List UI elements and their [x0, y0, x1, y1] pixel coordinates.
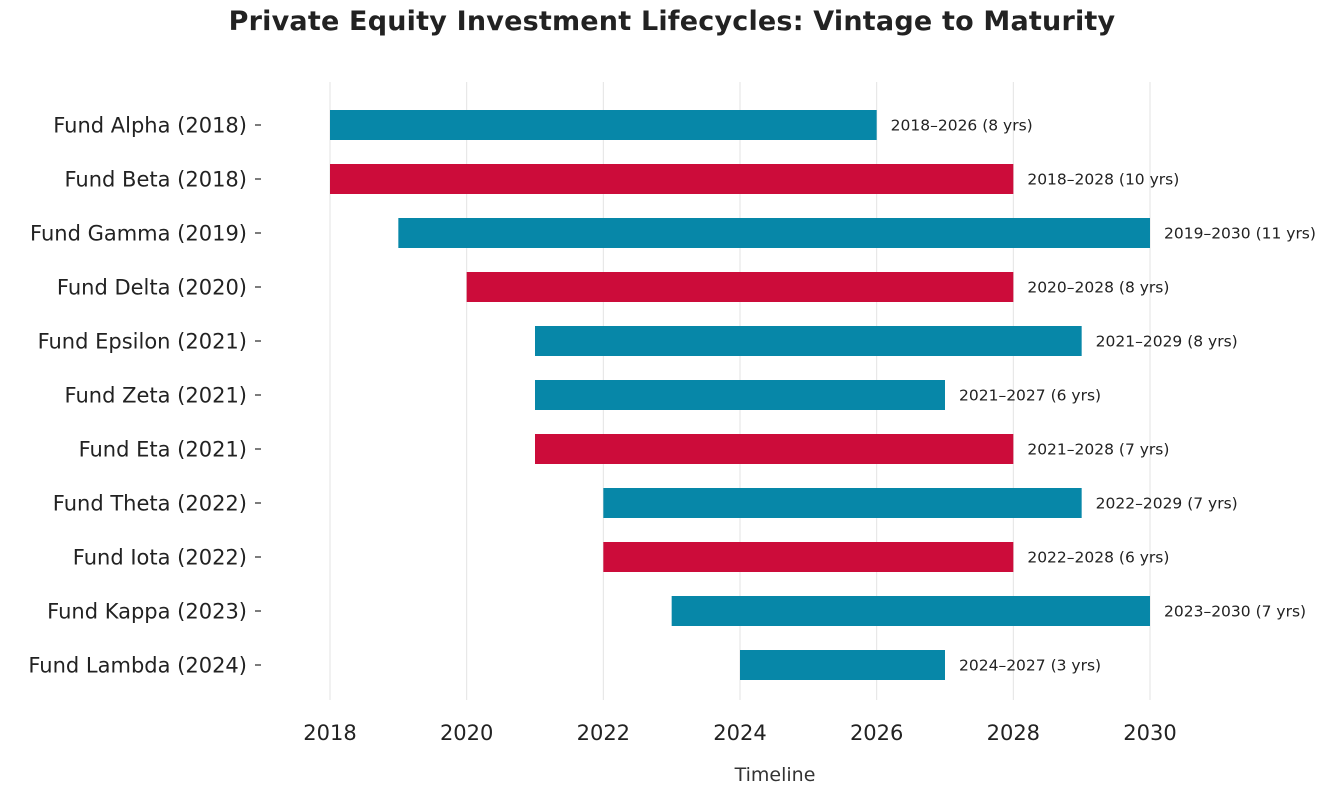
bar-label: 2023–2030 (7 yrs) [1164, 603, 1306, 621]
x-tick-label: 2022 [577, 721, 630, 745]
chart-title: Private Equity Investment Lifecycles: Vi… [228, 6, 1116, 37]
y-axis-label: Fund Delta (2020) [57, 276, 247, 300]
bar [740, 650, 945, 680]
y-axis-labels: Fund Alpha (2018) Fund Beta (2018) Fund Ga… [28, 114, 261, 678]
bar [398, 218, 1150, 248]
bar-label: 2020–2028 (8 yrs) [1027, 279, 1169, 297]
bar-label: 2018–2026 (8 yrs) [891, 117, 1033, 135]
bar-label: 2021–2027 (6 yrs) [959, 387, 1101, 405]
x-axis-label: Timeline [734, 764, 816, 786]
x-tick-label: 2028 [987, 721, 1040, 745]
bar-label: 2019–2030 (11 yrs) [1164, 225, 1316, 243]
bar [603, 542, 1014, 572]
bar [535, 326, 1082, 356]
bar-label: 2022–2029 (7 yrs) [1096, 495, 1238, 513]
bar [466, 272, 1014, 302]
x-tick-label: 2030 [1123, 721, 1176, 745]
y-axis-label: Fund Eta (2021) [79, 438, 247, 462]
bar [330, 110, 877, 140]
y-axis-label: Fund Iota (2022) [73, 546, 247, 570]
y-axis-label: Fund Lambda (2024) [28, 654, 247, 678]
y-axis-label: Fund Alpha (2018) [53, 114, 247, 138]
bar [330, 164, 1014, 194]
bar [535, 434, 1014, 464]
bar [671, 596, 1150, 626]
bars: 2018–2026 (8 yrs) 2018–2028 (10 yrs) 2019–… [330, 110, 1316, 680]
bar [603, 488, 1082, 518]
bar-label: 2021–2028 (7 yrs) [1027, 441, 1169, 459]
y-axis-label: Fund Kappa (2023) [47, 600, 247, 624]
bar-label: 2024–2027 (3 yrs) [959, 657, 1101, 675]
x-axis-ticks: 2018 2020 2022 2024 2026 2028 2030 [303, 721, 1176, 745]
bar [535, 380, 945, 410]
y-axis-label: Fund Theta (2022) [53, 492, 247, 516]
x-tick-label: 2020 [440, 721, 493, 745]
x-tick-label: 2018 [303, 721, 356, 745]
y-axis-label: Fund Beta (2018) [65, 168, 248, 192]
y-axis-label: Fund Epsilon (2021) [38, 330, 247, 354]
bar-label: 2018–2028 (10 yrs) [1027, 171, 1179, 189]
bar-label: 2021–2029 (8 yrs) [1096, 333, 1238, 351]
y-axis-label: Fund Zeta (2021) [65, 384, 247, 408]
bar-label: 2022–2028 (6 yrs) [1027, 549, 1169, 567]
x-tick-label: 2026 [850, 721, 903, 745]
x-tick-label: 2024 [713, 721, 766, 745]
y-axis-label: Fund Gamma (2019) [30, 222, 247, 246]
